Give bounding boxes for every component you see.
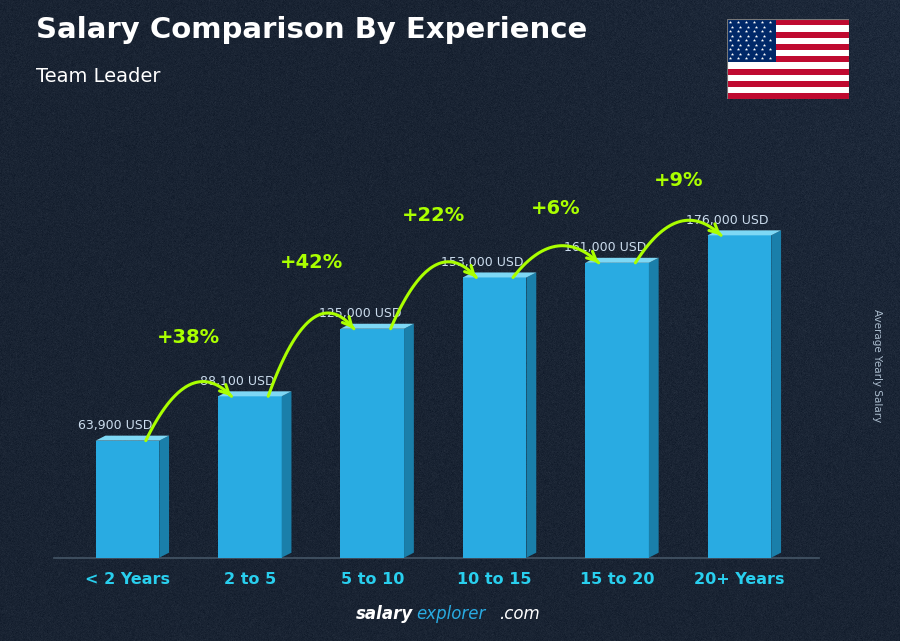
Text: +9%: +9% [653, 171, 703, 190]
Bar [727, 87, 849, 93]
Bar [707, 235, 771, 558]
Polygon shape [585, 258, 659, 263]
Bar [727, 69, 849, 75]
Bar [727, 56, 849, 62]
Bar [727, 44, 849, 50]
Text: 125,000 USD: 125,000 USD [319, 307, 401, 320]
Bar [218, 396, 282, 558]
Polygon shape [282, 391, 292, 558]
Text: 176,000 USD: 176,000 USD [686, 214, 769, 227]
Text: Average Yearly Salary: Average Yearly Salary [872, 309, 883, 422]
Polygon shape [95, 436, 169, 440]
Text: .com: .com [499, 605, 539, 623]
Bar [95, 440, 159, 558]
Text: Salary Comparison By Experience: Salary Comparison By Experience [36, 16, 587, 44]
Polygon shape [526, 272, 536, 558]
Text: +22%: +22% [401, 206, 465, 225]
Bar [727, 62, 849, 69]
Text: 153,000 USD: 153,000 USD [441, 256, 524, 269]
Text: 88,100 USD: 88,100 USD [201, 375, 274, 388]
Text: explorer: explorer [417, 605, 486, 623]
Bar [585, 263, 649, 558]
Polygon shape [707, 230, 781, 235]
Bar [727, 19, 849, 26]
Bar [727, 31, 849, 38]
Text: +6%: +6% [531, 199, 580, 218]
Polygon shape [159, 436, 169, 558]
Text: salary: salary [356, 605, 413, 623]
Bar [340, 329, 404, 558]
Bar [727, 81, 849, 87]
Text: Team Leader: Team Leader [36, 67, 160, 87]
Bar [727, 38, 849, 44]
Polygon shape [404, 324, 414, 558]
Bar [727, 50, 849, 56]
Bar [463, 278, 526, 558]
Polygon shape [463, 272, 536, 278]
Polygon shape [340, 324, 414, 329]
Bar [727, 26, 849, 31]
Text: +42%: +42% [279, 253, 343, 272]
Bar [727, 93, 849, 99]
Text: 161,000 USD: 161,000 USD [563, 242, 646, 254]
Bar [727, 75, 849, 81]
Polygon shape [649, 258, 659, 558]
Polygon shape [771, 230, 781, 558]
Bar [727, 19, 776, 62]
Polygon shape [218, 391, 292, 396]
Text: +38%: +38% [158, 328, 220, 347]
Text: 63,900 USD: 63,900 USD [78, 419, 152, 432]
